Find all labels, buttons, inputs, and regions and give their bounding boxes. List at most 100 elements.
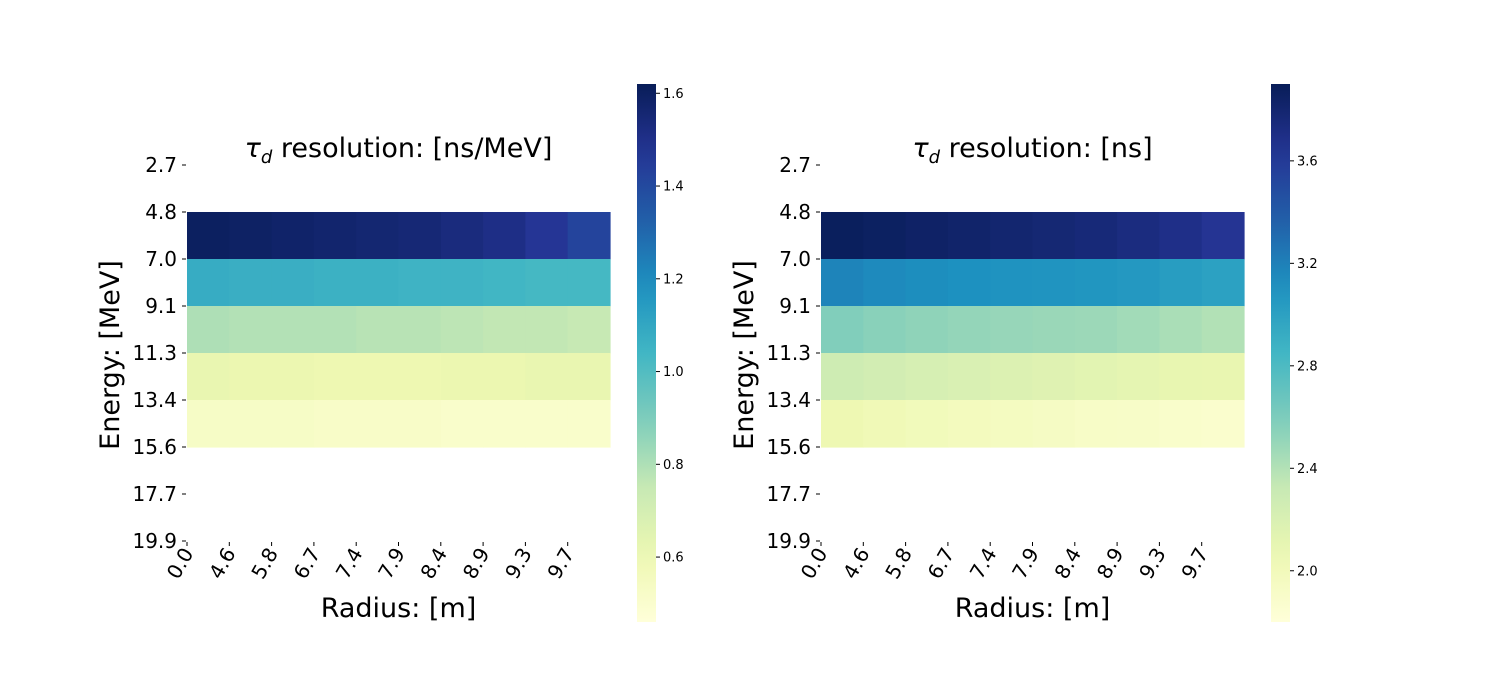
heatmap-cell <box>947 400 991 448</box>
colorbar-tick-label: 1.6 <box>663 87 684 102</box>
heatmap-cell <box>440 259 484 307</box>
title-tau-symbol: τ <box>912 133 929 164</box>
heatmap-cell <box>567 259 611 307</box>
heatmap-cell <box>821 353 864 401</box>
heatmap-cell <box>483 306 526 354</box>
heatmap-cell <box>905 306 949 354</box>
heatmap-cell <box>947 306 991 354</box>
heatmap-cell <box>356 306 400 354</box>
colorbar-tick-label: 1.2 <box>663 272 684 287</box>
y-tick-label: 19.9 <box>766 529 811 553</box>
colorbar-tick-label: 1.4 <box>663 180 684 195</box>
heatmap-cell <box>863 306 907 354</box>
x-tick-label: 6.7 <box>923 544 960 584</box>
heatmap-cell <box>525 306 569 354</box>
heatmap-cell <box>990 212 1034 260</box>
heatmap-cell <box>1201 353 1245 401</box>
x-axis-label: Radius: [m] <box>321 593 477 624</box>
heatmap-cell <box>356 259 400 307</box>
x-tick-label: 9.3 <box>1134 544 1171 584</box>
heatmap-cell <box>1117 259 1160 307</box>
x-tick-label: 6.7 <box>289 544 326 584</box>
heatmap-cell <box>313 353 357 401</box>
heatmap-cell <box>440 400 484 448</box>
y-tick-label: 15.6 <box>132 435 177 459</box>
heatmap-cell <box>863 400 907 448</box>
heatmap-cell <box>863 353 907 401</box>
colorbar-tick-label: 1.0 <box>663 365 684 380</box>
heatmap-cell <box>567 400 611 448</box>
x-tick-label: 7.9 <box>1007 544 1044 584</box>
x-tick-label: 5.8 <box>246 544 283 584</box>
heatmap-cell <box>483 353 526 401</box>
heatmap-cell <box>440 353 484 401</box>
x-tick-label: 9.7 <box>1176 544 1213 584</box>
y-tick-label: 2.7 <box>145 153 177 177</box>
heatmap-cell <box>271 400 315 448</box>
heatmap-cell <box>1074 353 1118 401</box>
x-tick-label: 7.4 <box>331 544 368 584</box>
heatmap-cell <box>990 353 1034 401</box>
heatmap-cell <box>567 212 611 260</box>
x-tick-label: 4.6 <box>204 544 241 584</box>
heatmap-cell <box>990 306 1034 354</box>
heatmap-cell <box>821 306 864 354</box>
y-tick-label: 2.7 <box>779 153 811 177</box>
colorbar-tick-label: 2.0 <box>1297 564 1318 579</box>
heatmap-cell <box>187 400 230 448</box>
heatmap-cell <box>271 353 315 401</box>
heatmap-cell <box>398 212 442 260</box>
chart-title: τd resolution: [ns] <box>912 133 1152 168</box>
heatmap-cell <box>440 212 484 260</box>
title-text-rest: resolution: [ns/MeV] <box>272 133 552 164</box>
heatmap-cell <box>947 259 991 307</box>
heatmap-cell <box>356 400 400 448</box>
heatmap-cell <box>1159 306 1203 354</box>
x-tick-label: 7.4 <box>965 543 1002 583</box>
heatmap-cell <box>1201 212 1245 260</box>
heatmap-cell <box>905 400 949 448</box>
heatmap-cell <box>1032 212 1076 260</box>
chart-title: τd resolution: [ns/MeV] <box>245 133 553 168</box>
x-tick-label: 8.4 <box>415 544 452 584</box>
title-subscript: d <box>261 147 273 168</box>
heatmap-cell <box>1201 400 1245 448</box>
x-tick-label: 8.4 <box>1049 544 1086 584</box>
heatmap-cell <box>525 259 569 307</box>
heatmap-cell <box>905 353 949 401</box>
y-tick-label: 15.6 <box>766 435 811 459</box>
heatmap-cell <box>229 306 273 354</box>
heatmap-cell <box>440 306 484 354</box>
heatmap-cell <box>229 259 273 307</box>
heatmap-cell <box>356 212 400 260</box>
heatmap-cell <box>398 259 442 307</box>
heatmap-cell <box>1032 400 1076 448</box>
heatmap-cell <box>1159 212 1203 260</box>
heatmap-cell <box>1074 259 1118 307</box>
colorbar <box>1271 84 1290 622</box>
y-tick-label: 17.7 <box>766 482 811 506</box>
heatmap-cell <box>525 400 569 448</box>
x-tick-label: 5.8 <box>880 544 917 584</box>
heatmap-cell <box>1032 259 1076 307</box>
y-tick-label: 4.8 <box>145 200 177 224</box>
colorbar-tick-label: 3.2 <box>1297 257 1318 272</box>
title-tau-symbol: τ <box>245 133 262 164</box>
heatmap-cell <box>567 306 611 354</box>
heatmap-cell <box>1074 400 1118 448</box>
y-tick-label: 9.1 <box>145 294 177 318</box>
heatmap-cell <box>1159 353 1203 401</box>
heatmap-cell <box>229 353 273 401</box>
heatmap-cell <box>567 353 611 401</box>
heatmap-cell <box>821 400 864 448</box>
heatmap-cell <box>821 212 864 260</box>
heatmap-cell <box>905 212 949 260</box>
heatmap-cell <box>356 353 400 401</box>
heatmap-cell <box>187 259 230 307</box>
colorbar-tick-label: 2.4 <box>1297 462 1318 477</box>
x-tick-label: 4.6 <box>838 544 875 584</box>
heatmap-cell <box>1159 400 1203 448</box>
y-tick-label: 11.3 <box>132 341 177 365</box>
heatmap-cell <box>990 259 1034 307</box>
heatmap-cell <box>398 306 442 354</box>
